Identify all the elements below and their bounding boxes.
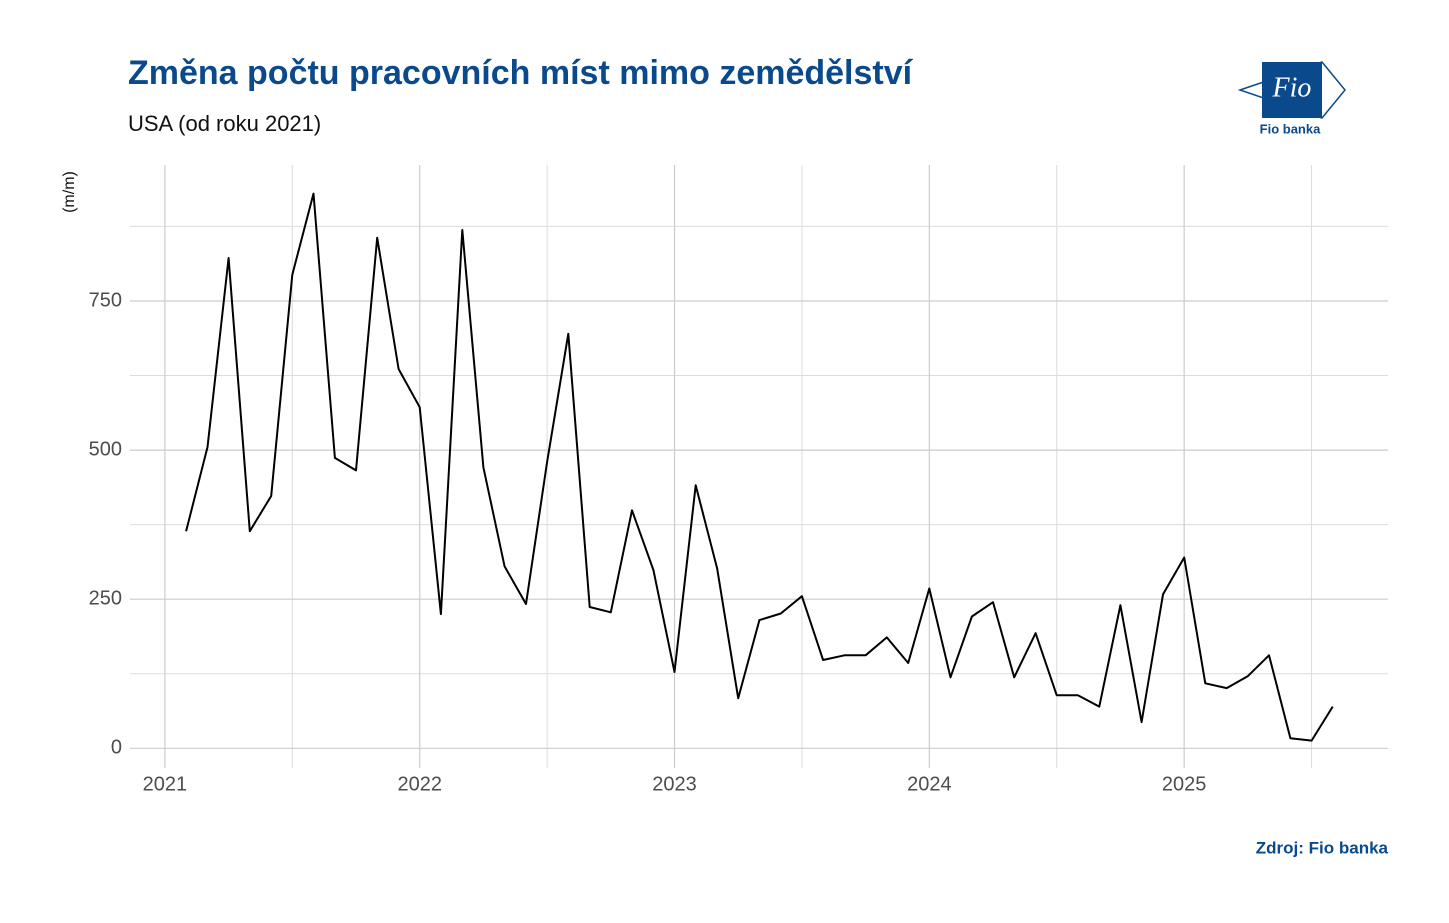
data-line — [185, 192, 1334, 742]
x-tick-label: 2024 — [907, 773, 952, 795]
source: Zdroj: Fio banka — [1256, 838, 1389, 857]
y-tick-label: 250 — [89, 587, 122, 609]
chart-title: Změna počtu pracovních míst mimo zeměděl… — [128, 54, 914, 92]
logo: Fio Fio banka — [1237, 61, 1346, 136]
chart-subtitle: USA (od roku 2021) — [128, 111, 321, 136]
y-tick-label: 750 — [89, 289, 122, 311]
logo-flag — [1262, 62, 1322, 118]
x-tick-label: 2021 — [143, 773, 188, 795]
logo-text: Fio banka — [1260, 121, 1321, 136]
x-tick-label: 2023 — [652, 773, 697, 795]
y-tick-label: 500 — [89, 438, 122, 460]
x-tick-label: 2022 — [397, 773, 442, 795]
x-tick-label: 2025 — [1162, 773, 1207, 795]
logo-mark: Fio — [1272, 72, 1312, 103]
y-tick-label: 0 — [111, 737, 122, 759]
y-axis-label: (m/m) — [61, 171, 78, 213]
